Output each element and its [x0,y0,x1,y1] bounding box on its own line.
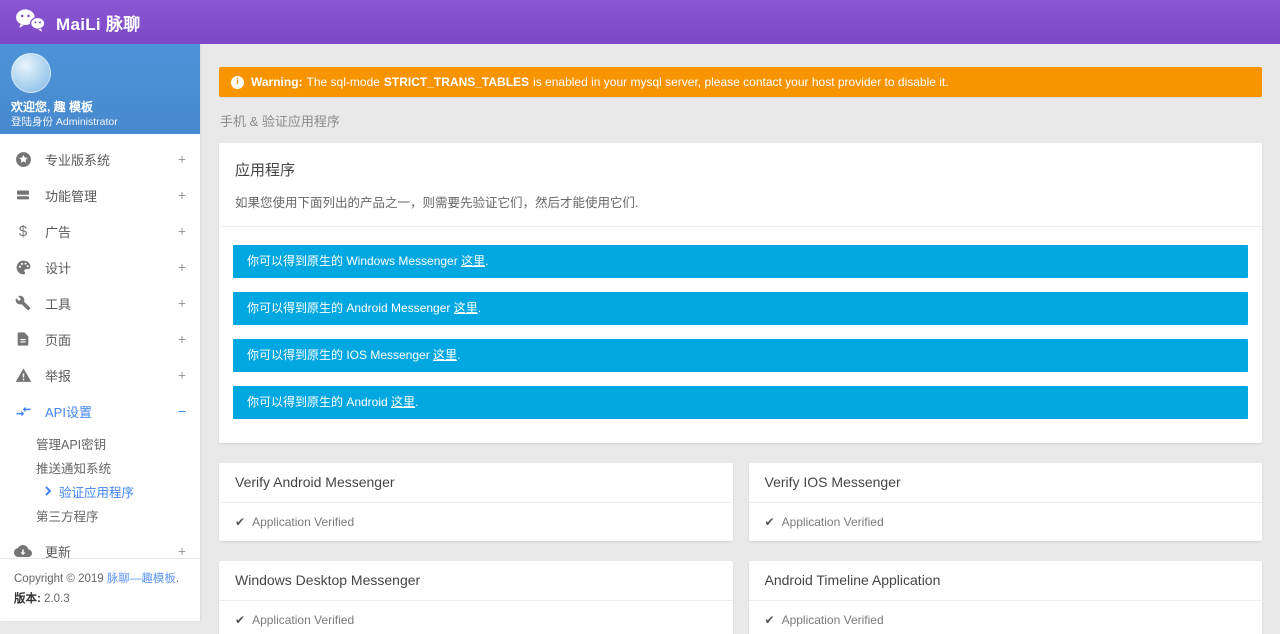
plus-icon: + [177,367,186,383]
plus-icon: + [177,223,186,239]
verify-card-android-timeline: Android Timeline Application ✔ Applicati… [748,561,1262,634]
verify-card-title: Verify IOS Messenger [748,463,1262,503]
verify-card-title: Verify Android Messenger [219,463,733,503]
api-submenu: 管理API密钥 推送通知系统 验证应用程序 第三方程序 [0,429,200,533]
sidebar-item-tools[interactable]: 工具 + [0,285,200,321]
breadcrumb: 手机 & 验证应用程序 [220,114,340,129]
download-link[interactable]: 这里 [453,301,478,315]
plus-icon: + [177,259,186,275]
wrench-icon [14,294,32,312]
verify-card-windows-desktop: Windows Desktop Messenger ✔ Application … [219,561,733,634]
panel-title: 应用程序 [235,162,296,179]
download-link[interactable]: 这里 [461,254,486,268]
verified-status: ✔ Application Verified [235,515,355,529]
sidebar-subitem-third-party[interactable]: 第三方程序 [36,509,99,524]
sidebar-footer: Copyright © 2019 脉聊—趣模板. 版本: 2.0.3 [0,557,200,621]
report-icon [14,366,32,384]
notice-windows-messenger: 你可以得到原生的 Windows Messenger 这里. [233,245,1248,278]
copyright-line: Copyright © 2019 脉聊—趣模板. [14,572,180,585]
warning-code: STRICT_TRANS_TABLES [383,75,530,89]
user-panel: 欢迎您, 趣 模板 登陆身份 Administrator [0,44,200,134]
check-icon: ✔ [235,515,246,529]
copyright-link[interactable]: 脉聊—趣模板 [106,572,176,585]
sidebar-item-reports[interactable]: 举报 + [0,357,200,393]
palette-icon [14,258,32,276]
download-link[interactable]: 这里 [433,348,458,362]
layers-icon [14,186,32,204]
minus-icon: − [177,403,186,419]
main-content: i Warning: The sql-mode STRICT_TRANS_TAB… [200,44,1280,634]
check-icon: ✔ [764,613,775,627]
notice-android-messenger: 你可以得到原生的 Android Messenger 这里. [233,292,1248,325]
sidebar-menu: 专业版系统 + 功能管理 + $ 广告 + 设计 + 工具 [0,134,200,558]
sidebar-item-pro-system[interactable]: 专业版系统 + [0,141,200,177]
page-icon [14,330,32,348]
wechat-icon [14,7,46,38]
sidebar-subitem-verify-applications[interactable]: 验证应用程序 [0,479,200,503]
star-circle-icon [14,150,32,168]
warning-label: Warning: [251,75,303,89]
chevron-right-icon [44,486,53,496]
sidebar: 欢迎您, 趣 模板 登陆身份 Administrator 专业版系统 + 功能管… [0,44,200,621]
plus-icon: + [177,295,186,311]
sidebar-item-design[interactable]: 设计 + [0,249,200,285]
applications-panel: 应用程序 如果您使用下面列出的产品之一，则需要先验证它们，然后才能使用它们. 你… [219,143,1262,443]
verify-cards-grid: Verify Android Messenger ✔ Application V… [219,463,1262,634]
sidebar-subitem-manage-api-keys[interactable]: 管理API密钥 [36,437,107,452]
app-header: MaiLi 脉聊 [0,0,1280,44]
verify-card-title: Android Timeline Application [748,561,1262,601]
divider [219,226,1262,227]
role-text: 登陆身份 Administrator [11,116,118,128]
notice-android: 你可以得到原生的 Android 这里. [233,386,1248,419]
plus-icon: + [177,331,186,347]
brand-title: MaiLi 脉聊 [56,14,141,34]
verify-card-android-messenger: Verify Android Messenger ✔ Application V… [219,463,733,541]
check-icon: ✔ [764,515,775,529]
verified-status: ✔ Application Verified [764,613,884,627]
plus-icon: + [177,187,186,203]
verify-card-ios-messenger: Verify IOS Messenger ✔ Application Verif… [748,463,1262,541]
check-icon: ✔ [235,613,246,627]
warning-banner: i Warning: The sql-mode STRICT_TRANS_TAB… [219,67,1262,97]
welcome-text: 欢迎您, 趣 模板 [11,100,94,114]
download-link[interactable]: 这里 [391,395,416,409]
sidebar-item-features[interactable]: 功能管理 + [0,177,200,213]
dollar-icon: $ [18,222,28,240]
sidebar-item-api-settings[interactable]: API设置 − [0,393,200,429]
plus-icon: + [177,151,186,167]
sidebar-subitem-push-notifications[interactable]: 推送通知系统 [36,461,112,476]
api-connector-icon [14,402,32,420]
verified-status: ✔ Application Verified [235,613,355,627]
brand-logo[interactable]: MaiLi 脉聊 [14,7,141,38]
verified-status: ✔ Application Verified [764,515,884,529]
version-line: 版本: 2.0.3 [14,592,70,605]
plus-icon: + [177,543,186,558]
sidebar-item-pages[interactable]: 页面 + [0,321,200,357]
info-icon: i [231,75,244,89]
cloud-download-icon [14,542,32,558]
sidebar-item-updates[interactable]: 更新 + [0,533,200,558]
avatar [11,53,51,93]
panel-subtitle: 如果您使用下面列出的产品之一，则需要先验证它们，然后才能使用它们. [235,196,639,210]
sidebar-item-ads[interactable]: $ 广告 + [0,213,200,249]
verify-card-title: Windows Desktop Messenger [219,561,733,601]
notice-ios-messenger: 你可以得到原生的 IOS Messenger 这里. [233,339,1248,372]
